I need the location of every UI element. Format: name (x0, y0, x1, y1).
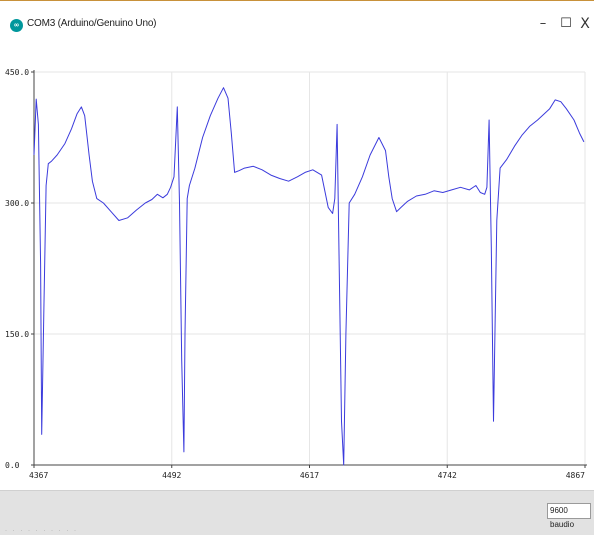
bottom-toolbar: 9600 baudio ∨ (0, 490, 594, 535)
x-tick-label-1: 4492 (162, 471, 181, 480)
maximize-button[interactable]: ☐ (560, 16, 572, 31)
x-tick-label-0: 4367 (29, 471, 48, 480)
x-tick-label-3: 4742 (438, 471, 457, 480)
window-title: COM3 (Arduino/Genuino Uno) (27, 18, 157, 29)
series-line-0 (33, 87, 585, 466)
y-tick-label-0: 0.0 (5, 461, 20, 470)
y-tick-label-1: 150.0 (5, 330, 29, 339)
close-button[interactable]: X (580, 16, 590, 32)
baud-rate-label: 9600 baudio (550, 506, 575, 529)
baud-rate-select[interactable]: 9600 baudio ∨ (547, 503, 591, 529)
status-text: · · · · · · · · · · (5, 528, 78, 534)
y-tick-label-2: 300.0 (5, 199, 29, 208)
title-bar: ∞ COM3 (Arduino/Genuino Uno) – ☐ X (0, 1, 594, 45)
x-tick-label-2: 4617 (300, 471, 319, 480)
y-tick-label-3: 450.0 (5, 68, 29, 77)
x-tick-label-4: 4867 (566, 471, 585, 480)
top-accent-line (0, 0, 594, 1)
arduino-icon: ∞ (10, 19, 23, 32)
serial-plotter: 0.0 150.0 300.0 450.0 4367 4492 4617 4742 4867 (0, 45, 594, 490)
plot-canvas: 0.0 150.0 300.0 450.0 4367 4492 4617 4742 4867 (5, 68, 587, 480)
minimize-button[interactable]: – (539, 16, 547, 31)
